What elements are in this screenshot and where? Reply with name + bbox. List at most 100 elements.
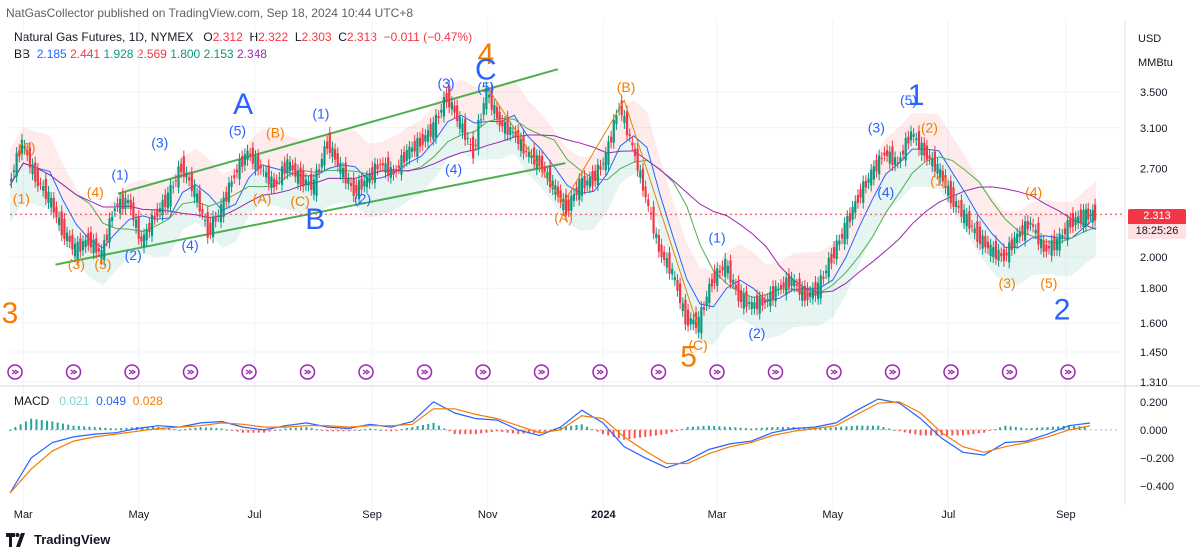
candle-body [594, 170, 597, 182]
candle-body [509, 126, 512, 136]
macd-hist-bar [427, 423, 430, 430]
candle-body [272, 178, 276, 188]
brand-name: TradingView [34, 532, 111, 547]
candle-body [1039, 238, 1043, 249]
candle-body [89, 232, 93, 248]
candle-body [718, 270, 722, 273]
macd-hist-bar [919, 429, 922, 436]
candle-body [403, 151, 406, 163]
candle-body [840, 233, 844, 239]
candle-body [742, 293, 745, 309]
candle-body [763, 300, 767, 304]
candle-body [814, 281, 817, 296]
candle-body [52, 197, 55, 213]
candle-body [225, 192, 228, 202]
wave-zigzag-lines [487, 87, 699, 327]
event-marker-glyph [128, 369, 137, 375]
candle-body [15, 152, 18, 177]
candle-body [10, 178, 13, 183]
macd-tick-label: −0.200 [1140, 453, 1174, 465]
event-marker-glyph [947, 369, 956, 375]
event-marker-icon [650, 364, 667, 380]
candle-body [418, 137, 422, 147]
candle-body [538, 155, 541, 167]
candle-body [296, 170, 300, 184]
candle-body [397, 165, 400, 169]
candle-body [965, 213, 968, 227]
macd-hist-bar [988, 429, 991, 431]
candle-body [931, 157, 934, 167]
candle-body [822, 276, 825, 279]
candle-body [554, 185, 557, 195]
macd-hist-bar [660, 429, 663, 435]
macd-hist-bar [776, 427, 779, 430]
candle-body [745, 291, 748, 307]
macd-hist-bar [813, 428, 816, 430]
candle-body [79, 238, 82, 252]
candle-body [28, 147, 32, 168]
macd-hist-bar [268, 429, 271, 432]
event-marker-glyph [70, 369, 78, 375]
event-marker-glyph [245, 369, 254, 375]
macd-hist-bar [1014, 427, 1017, 430]
candle-body [702, 307, 706, 310]
macd-hist-bar [453, 429, 456, 435]
candle-body [713, 270, 716, 284]
candle-body [883, 152, 886, 156]
wave-label: (1) [930, 172, 947, 188]
price-chart[interactable]: 3(2)(1)(3)(4)(5)(1)(2)(3)(4)(5)A(B)(A) (C… [0, 0, 1200, 530]
candle-body [448, 86, 451, 108]
event-marker-glyph [655, 369, 663, 375]
candle-body [341, 168, 345, 178]
time-tick-label: Jul [941, 509, 955, 521]
macd-hist-bar [284, 428, 287, 430]
candle-body [493, 105, 496, 114]
candle-body [575, 187, 578, 195]
event-marker-glyph [187, 369, 195, 375]
macd-hist-bar [861, 425, 864, 430]
candle-body [39, 183, 42, 185]
macd-hist-bar [279, 429, 281, 431]
bb-legend: BB 2.185 2.441 1.928 2.569 1.800 2.153 2… [14, 47, 267, 61]
candle-body [299, 167, 302, 185]
candle-body [578, 179, 581, 200]
candle-body [859, 189, 862, 198]
candle-body [20, 139, 24, 155]
event-marker-icon [124, 364, 140, 380]
macd-hist-bar [1067, 425, 1070, 430]
bb-value-3: 1.928 [103, 47, 134, 61]
bb-value-6: 2.153 [203, 47, 234, 61]
macd-hist-bar [729, 427, 731, 430]
candle-body [989, 244, 992, 257]
macd-hist-bar [877, 425, 880, 430]
macd-hist-bar [983, 429, 986, 433]
candle-body [588, 177, 591, 188]
event-marker-glyph [1064, 369, 1073, 375]
candle-body [862, 181, 865, 203]
macd-hist-bar [639, 429, 641, 438]
macd-hist-bar [909, 429, 911, 434]
candle-body [233, 175, 236, 178]
macd-hist-bar [829, 427, 832, 430]
candle-body [376, 164, 379, 170]
macd-hist-bar [914, 429, 917, 435]
candle-body [450, 102, 453, 110]
candle-body [939, 169, 942, 178]
candle-body [55, 207, 58, 218]
candle-body [936, 163, 939, 174]
candle-body [981, 235, 984, 249]
macd-hist-bar [151, 427, 154, 430]
candle-body [527, 152, 530, 157]
candle-body [1000, 253, 1003, 257]
wave-label: (2) [18, 140, 35, 156]
wave-label: (4) [182, 237, 199, 253]
macd-hist-bar [141, 427, 144, 430]
wave-label: (1) [312, 105, 329, 121]
candle-body [604, 152, 607, 171]
macd-hist-bar [411, 427, 414, 430]
candle-body [607, 141, 610, 166]
event-marker-icon [943, 364, 959, 380]
candle-body [182, 156, 185, 177]
currency-unit-selector[interactable]: USD MMBtu [1128, 30, 1192, 74]
candle-body [925, 145, 929, 160]
